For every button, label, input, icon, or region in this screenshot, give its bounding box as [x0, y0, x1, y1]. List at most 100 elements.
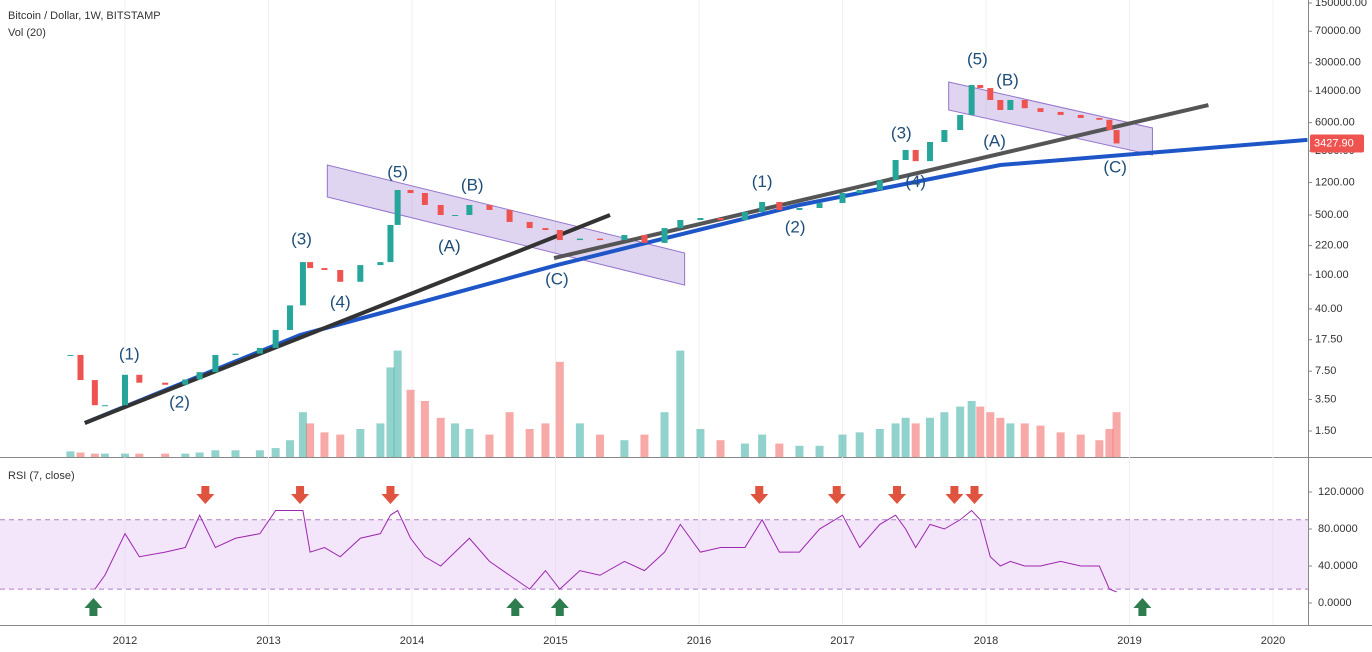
volume-bar [956, 406, 965, 457]
volume-bar [393, 350, 402, 457]
volume-bar [465, 429, 474, 457]
volume-bar [555, 361, 564, 457]
y-tick-label: 14000.00 [1315, 85, 1361, 97]
volume-bar [541, 423, 550, 457]
volume-bar [436, 417, 445, 457]
volume-bar [855, 432, 864, 457]
volume-bar [76, 452, 85, 457]
signal-arrow [750, 486, 769, 504]
candle [307, 262, 314, 269]
support-curve [84, 137, 1308, 425]
candle [272, 329, 279, 348]
wave-label: (B) [461, 176, 484, 195]
candle [162, 382, 169, 385]
volume-bar [320, 432, 329, 457]
candle [776, 201, 783, 210]
y-tick-label: 40.00 [1315, 303, 1343, 315]
wave-label: (5) [387, 162, 408, 181]
candle [876, 180, 883, 191]
candle [77, 354, 84, 381]
candle [357, 265, 364, 282]
volume-bar [838, 434, 847, 457]
y-tick-label: 220.00 [1315, 239, 1349, 251]
volume-bar [795, 445, 804, 457]
candle [957, 114, 964, 131]
x-tick-label: 2012 [113, 635, 137, 647]
candle [287, 305, 294, 330]
rsi-band [0, 519, 1308, 590]
volume-bar [660, 412, 669, 457]
candle [91, 380, 98, 406]
volume-bar [911, 423, 920, 457]
volume-bar [356, 429, 365, 457]
candle [437, 204, 444, 216]
y-tick-label: 0.0000 [1318, 597, 1352, 609]
volume-bar [940, 412, 949, 457]
wave-label: (4) [905, 172, 926, 191]
x-tick-label: 2019 [1117, 635, 1141, 647]
wave-label: (1) [752, 172, 773, 191]
y-tick-label: 40.0000 [1318, 560, 1358, 572]
y-tick-label: 6000.00 [1315, 117, 1355, 129]
volume-bar [181, 453, 190, 457]
wave-label: (C) [545, 270, 569, 289]
x-tick-label: 2018 [974, 635, 998, 647]
candle [892, 159, 899, 181]
signal-arrow [827, 486, 846, 504]
volume-bar [575, 423, 584, 457]
candle [452, 215, 459, 217]
candle [927, 141, 934, 162]
candle [542, 228, 549, 231]
wave-label: (4) [330, 292, 351, 311]
volume-bar [1036, 425, 1045, 457]
signal-arrow [945, 486, 964, 504]
volume-bar [986, 412, 995, 457]
candle [299, 262, 306, 306]
candle [196, 372, 203, 380]
volume-bar [595, 434, 604, 457]
candle [232, 353, 239, 355]
volume-bar [451, 423, 460, 457]
signal-arrow [381, 486, 400, 504]
rsi-title: RSI (7, close) [8, 470, 75, 482]
wave-label: (1) [119, 344, 140, 363]
y-tick-label: 120.0000 [1318, 486, 1364, 498]
signal-arrow [550, 598, 569, 616]
volume-bar [716, 440, 725, 457]
candle [997, 99, 1004, 111]
volume-bar [815, 445, 824, 457]
candle [407, 190, 414, 194]
last-price-label: 3427.90 [1314, 137, 1354, 149]
y-tick-label: 1200.00 [1315, 176, 1355, 188]
volume-bar [901, 417, 910, 457]
wave-label: (C) [1103, 158, 1127, 177]
volume-bar [1056, 432, 1065, 457]
candle [486, 204, 493, 210]
volume-bar [875, 429, 884, 457]
volume-bar [90, 453, 99, 457]
volume-bar [1112, 412, 1121, 457]
candle [596, 238, 603, 241]
volume-bar [758, 434, 767, 457]
volume-bar [485, 434, 494, 457]
candle [101, 405, 108, 407]
volume-bar [161, 453, 170, 457]
volume-bar [967, 401, 976, 457]
wave-label: (B) [996, 70, 1019, 89]
volume-title: Vol (20) [8, 27, 46, 39]
y-tick-label: 70000.00 [1315, 25, 1361, 37]
candle [1007, 99, 1014, 111]
candle [621, 235, 628, 241]
wave-label: (A) [983, 131, 1006, 150]
y-tick-label: 150000.00 [1315, 0, 1367, 9]
volume-bar [620, 440, 629, 457]
rsi-line [94, 509, 1117, 593]
volume-bar [195, 452, 204, 457]
candle [839, 193, 846, 204]
candle [321, 268, 328, 270]
volume-bar [1105, 429, 1114, 457]
candle [759, 201, 766, 213]
volume-bar [306, 423, 315, 457]
volume-bar [891, 423, 900, 457]
candle [337, 269, 344, 282]
